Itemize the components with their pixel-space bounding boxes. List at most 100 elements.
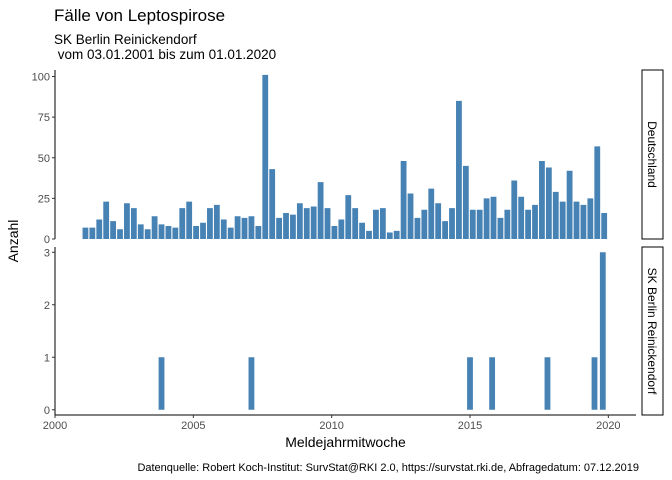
bar (573, 201, 580, 240)
bar (207, 208, 213, 240)
bar (144, 229, 151, 239)
bar (96, 219, 103, 239)
bar (331, 226, 338, 239)
bar (103, 201, 110, 240)
bar (255, 226, 262, 239)
strip-deutschland: Deutschland (641, 69, 664, 240)
bar (532, 204, 538, 240)
bar (338, 219, 345, 239)
bar (407, 193, 414, 239)
bar (310, 206, 317, 239)
bar (489, 357, 496, 410)
bar (290, 214, 296, 240)
y-tick-label: 3 (44, 247, 50, 259)
y-tick-label: 0 (44, 405, 50, 417)
bar (539, 161, 545, 239)
bar (467, 357, 473, 410)
bar (158, 224, 165, 240)
bar (373, 209, 379, 239)
bar (227, 227, 234, 240)
bar (428, 188, 435, 240)
data-source-caption: Datenquelle: Robert Koch-Institut: SurvS… (137, 462, 639, 474)
bar (483, 198, 490, 240)
bar (352, 208, 359, 240)
x-tick-label: 2000 (43, 420, 67, 432)
bar (158, 357, 165, 410)
bar (186, 201, 193, 240)
bar (552, 191, 559, 240)
bar (462, 165, 469, 240)
bar (165, 226, 172, 239)
chart-subtitle-line1: SK Berlin Reinickendorf (54, 32, 197, 47)
bar (317, 182, 324, 240)
bar (220, 219, 227, 239)
bar (248, 357, 255, 410)
bar (449, 208, 455, 240)
bar (379, 208, 386, 240)
x-axis-label: Meldejahrmitwoche (285, 434, 406, 450)
bar (130, 208, 137, 240)
facet-panel-sk-berlin-reinickendorf: 0 1 2 3 (44, 247, 606, 417)
y-tick-label: 100 (32, 72, 50, 84)
bar (303, 208, 310, 240)
bar (456, 100, 462, 240)
bar (599, 252, 606, 410)
bar (601, 213, 608, 239)
bar (511, 180, 518, 239)
bar (82, 227, 89, 240)
x-axis: 2000 2005 2010 2015 2020 (43, 414, 636, 432)
bar (442, 221, 448, 240)
bar (262, 74, 269, 240)
bar (414, 217, 421, 240)
y-tick-label: 50 (38, 153, 50, 165)
bar (137, 224, 144, 240)
x-tick-label: 2005 (181, 420, 205, 432)
y-axis-label: Anzahl (5, 220, 21, 263)
strip-label-deutschland: Deutschland (645, 121, 659, 188)
bar (544, 357, 551, 410)
y-tick-label: 75 (38, 112, 50, 124)
bar (504, 209, 511, 239)
x-tick-label: 2020 (596, 420, 620, 432)
bar (124, 203, 130, 239)
bar (435, 203, 442, 239)
bar (490, 196, 497, 239)
strip-label-sk-berlin-reinickendorf: SK Berlin Reinickendorf (645, 268, 659, 395)
bar (476, 209, 483, 239)
bar (525, 209, 531, 239)
bar (283, 213, 289, 239)
strip-box (641, 69, 664, 240)
strip-box (641, 246, 664, 416)
chart-title: Fälle von Leptospirose (54, 6, 225, 25)
bar (518, 196, 525, 239)
bar (110, 221, 116, 240)
bar (172, 227, 179, 240)
chart-subtitle-line2: vom 03.01.2001 bis zum 01.01.2020 (54, 47, 276, 62)
bar (248, 216, 255, 239)
y-tick-label: 1 (44, 352, 50, 364)
bar (296, 203, 303, 239)
x-tick-label: 2015 (458, 420, 482, 432)
bar (117, 229, 123, 239)
bar (151, 216, 158, 239)
bar (591, 357, 598, 410)
bar (345, 195, 352, 240)
bar (469, 209, 476, 239)
bar (359, 222, 365, 239)
bar (421, 209, 428, 239)
bar (324, 208, 331, 240)
bar (193, 226, 199, 239)
y-tick-label: 25 (38, 193, 50, 205)
bar (400, 161, 407, 239)
bar (497, 217, 504, 240)
bar (89, 227, 96, 240)
bar (559, 201, 566, 240)
bar (179, 208, 186, 240)
bar (386, 232, 393, 239)
bar (213, 204, 220, 240)
y-tick-label: 0 (44, 234, 50, 246)
bar (366, 230, 372, 240)
bar (276, 217, 282, 240)
bar (393, 230, 400, 240)
